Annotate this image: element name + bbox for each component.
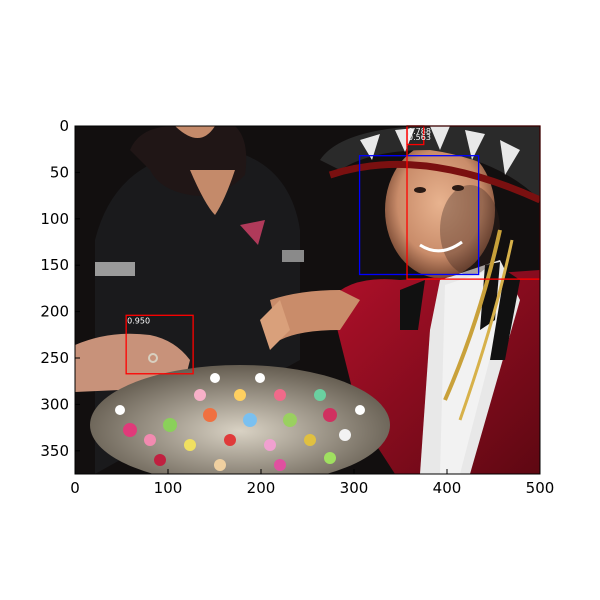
detection-score-label: 0.563 — [408, 133, 431, 142]
x-tick-label: 200 — [247, 479, 276, 497]
detection-box — [125, 314, 194, 375]
y-tick-label: 350 — [40, 442, 69, 460]
axes-frame — [74, 125, 541, 475]
y-tick-label: 200 — [40, 303, 69, 321]
detection-score-label: 0.950 — [127, 316, 150, 325]
x-tick-label: 0 — [70, 479, 80, 497]
y-tick-label: 300 — [40, 395, 69, 413]
x-tick-label: 500 — [526, 479, 555, 497]
x-tick-label: 300 — [340, 479, 369, 497]
y-tick-label: 250 — [40, 349, 69, 367]
y-tick-label: 100 — [40, 210, 69, 228]
y-tick-label: 0 — [59, 117, 69, 135]
y-tick-label: 50 — [50, 163, 69, 181]
axes: 0 100 200 300 400 500 0 50 100 150 200 250 300 350 — [40, 117, 554, 497]
detection-score-label: 0.788 — [408, 127, 431, 136]
detection-box — [358, 155, 480, 276]
candy-pile — [115, 373, 365, 471]
y-tick-label: 150 — [40, 256, 69, 274]
x-tick-label: 100 — [154, 479, 183, 497]
x-tick-label: 400 — [433, 479, 462, 497]
photo — [75, 126, 540, 474]
